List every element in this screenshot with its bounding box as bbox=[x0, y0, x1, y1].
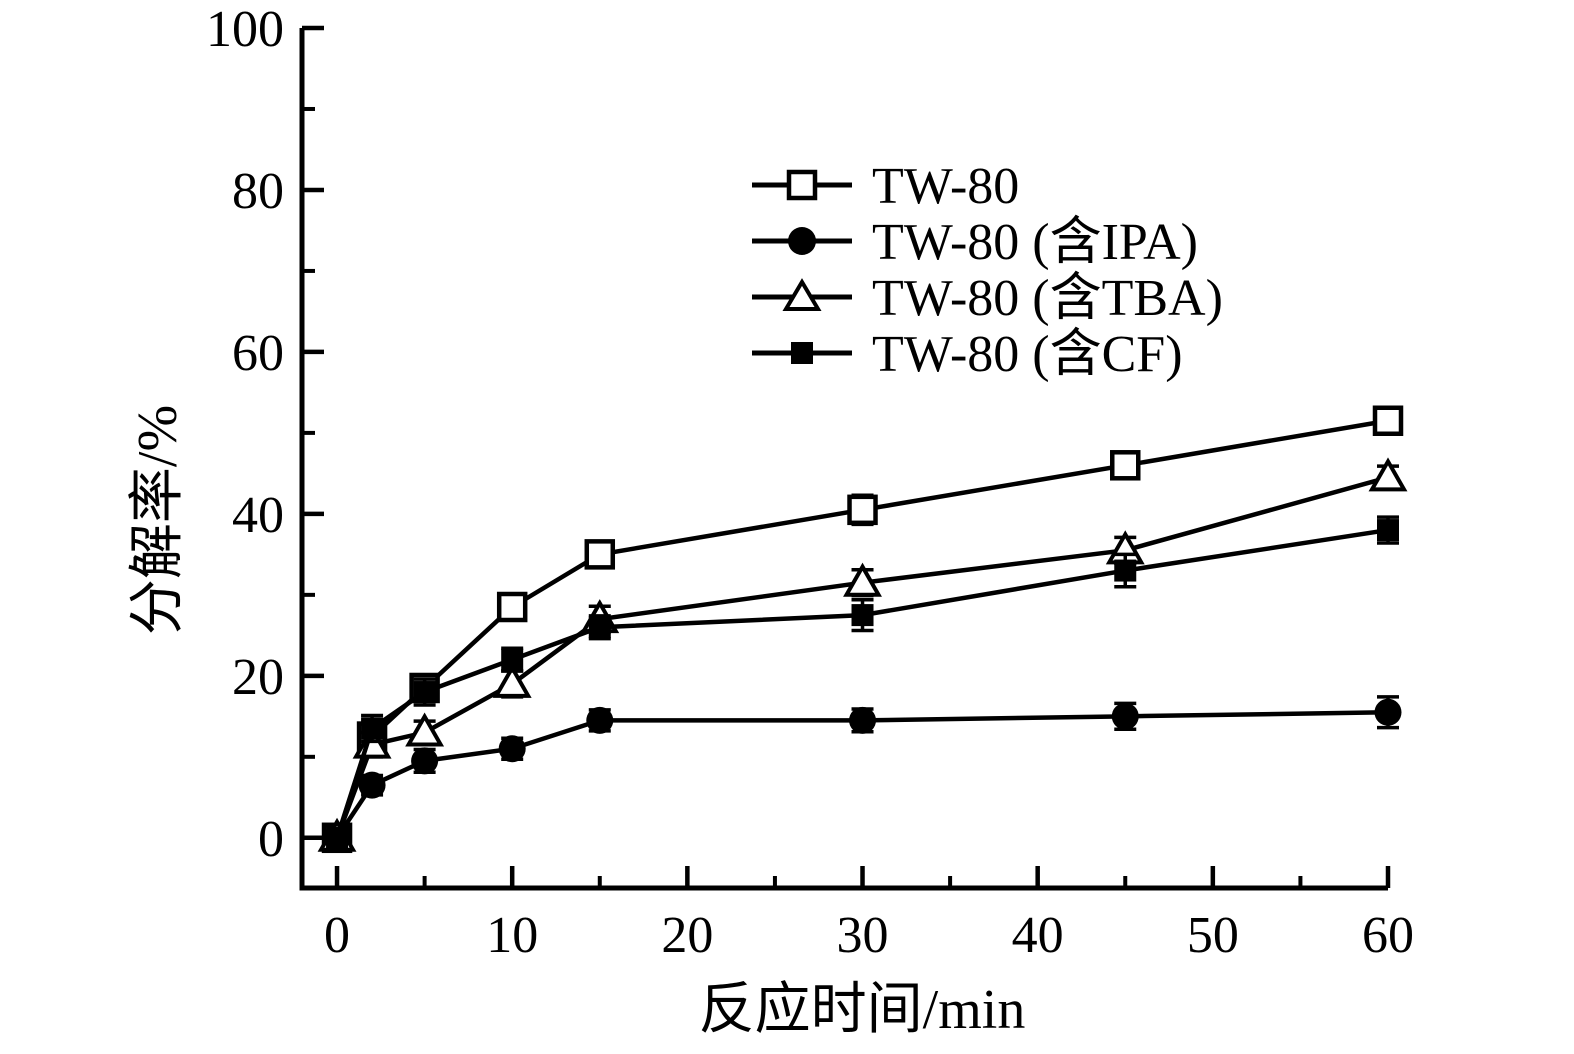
legend-marker-open-square-icon bbox=[786, 169, 818, 201]
y-axis-tick-label: 20 bbox=[232, 649, 284, 706]
x-axis-tick-label: 0 bbox=[324, 907, 350, 964]
series-line bbox=[334, 475, 1389, 839]
data-point-filled-square bbox=[501, 648, 524, 671]
series-layer bbox=[317, 405, 1408, 854]
legend-item: TW-80 (含IPA) bbox=[752, 214, 1198, 271]
x-axis-tick-label: 50 bbox=[1187, 907, 1239, 964]
data-point-open-square bbox=[496, 591, 528, 623]
data-point-open-triangle bbox=[843, 562, 882, 597]
data-point-open-triangle bbox=[1368, 457, 1408, 492]
data-point-open-square bbox=[584, 539, 616, 570]
data-point-filled-circle bbox=[358, 771, 386, 799]
legend-label: TW-80 bbox=[872, 158, 1019, 215]
legend-item: TW-80 (含CF) bbox=[752, 326, 1183, 383]
legend-marker-filled-square-icon bbox=[791, 342, 813, 364]
data-point-filled-square bbox=[588, 616, 611, 639]
y-axis-tick-label: 100 bbox=[206, 1, 284, 58]
legend-label: TW-80 (含IPA) bbox=[872, 214, 1198, 271]
x-axis-tick-label: 10 bbox=[486, 907, 538, 964]
data-point-open-square bbox=[1372, 405, 1404, 436]
data-point-open-square bbox=[1110, 450, 1141, 481]
data-point-filled-square bbox=[851, 604, 874, 627]
data-point-filled-circle bbox=[1111, 702, 1139, 730]
legend-label: TW-80 (含CF) bbox=[872, 326, 1183, 383]
legend-marker-filled-circle-icon bbox=[788, 227, 816, 255]
data-point-filled-square bbox=[326, 826, 349, 849]
legend-item: TW-80 (含TBA) bbox=[752, 270, 1223, 327]
legend-item: TW-80 bbox=[752, 158, 1019, 215]
data-point-filled-square bbox=[413, 681, 436, 704]
data-point-filled-square bbox=[1377, 519, 1399, 542]
legend-label: TW-80 (含TBA) bbox=[872, 270, 1223, 327]
legend: TW-80 TW-80 (含IPA) TW-80 (含TBA) TW-80 (含… bbox=[752, 158, 1223, 383]
x-axis-title: 反应时间/min bbox=[699, 979, 1026, 1041]
y-axis-title: 分解率/% bbox=[127, 405, 189, 635]
series-filled-square bbox=[326, 515, 1399, 849]
data-point-filled-circle bbox=[1374, 698, 1402, 726]
x-axis-tick-label: 40 bbox=[1012, 907, 1064, 964]
data-point-filled-square bbox=[1114, 559, 1137, 582]
data-point-filled-square bbox=[361, 717, 384, 740]
data-point-filled-circle bbox=[498, 735, 526, 763]
data-point-filled-circle bbox=[586, 706, 614, 734]
data-point-open-square bbox=[847, 494, 878, 526]
x-axis-tick-label: 30 bbox=[837, 907, 889, 964]
series-filled-circle bbox=[323, 695, 1402, 852]
y-axis-tick-label: 40 bbox=[232, 487, 284, 544]
data-point-open-triangle bbox=[405, 712, 445, 747]
y-axis-tick-label: 60 bbox=[232, 325, 284, 382]
x-axis-tick-label: 20 bbox=[661, 907, 713, 964]
y-axis-tick-label: 80 bbox=[232, 163, 284, 220]
legend-marker-open-triangle-icon bbox=[782, 278, 822, 311]
data-point-filled-circle bbox=[411, 747, 439, 775]
x-axis-tick-label: 60 bbox=[1362, 907, 1414, 964]
data-point-filled-circle bbox=[849, 706, 877, 734]
y-axis-tick-label: 0 bbox=[258, 811, 284, 868]
axes-layer: 0 20 40 60 80 100 0 10 20 30 40 50 60 bbox=[206, 1, 1414, 964]
data-point-open-triangle bbox=[492, 663, 532, 698]
